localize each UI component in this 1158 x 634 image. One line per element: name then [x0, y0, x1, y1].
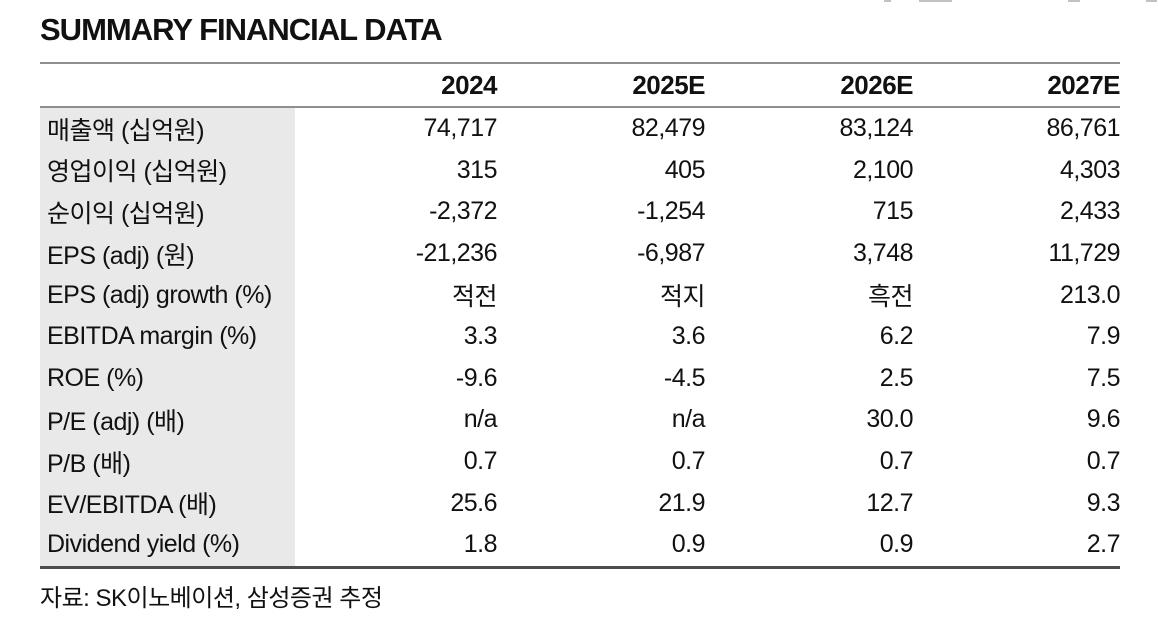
value-cell: 7.9: [1086, 322, 1121, 351]
value-cell: 30.0: [866, 405, 913, 434]
metric-label: P/B (배): [40, 440, 295, 483]
value-cell: 6.2: [879, 322, 914, 351]
metric-label: ROE (%): [40, 357, 295, 400]
value-cell: 적전: [451, 283, 498, 312]
value-cell: 0.9: [497, 523, 706, 569]
table-row-ev-ebitda: EV/EBITDA (배) 25.6 21.9 12.7 9.3: [40, 482, 1121, 524]
value-cell: 86,761: [1046, 114, 1121, 143]
value-cell: 213.0: [1059, 280, 1121, 309]
value-cell: 9.6: [1086, 405, 1121, 434]
value-cell: 3.6: [671, 322, 706, 351]
metric-label: 순이익 (십억원): [40, 191, 295, 233]
table-header-row: 2024 2025E 2026E 2027E: [40, 62, 1121, 108]
header-year-2024: 2024: [295, 62, 498, 108]
table-row-eps-adj: EPS (adj) (원) -21,236 -6,987 3,748 11,72…: [40, 232, 1121, 275]
header-metric-col: [40, 62, 295, 108]
value-cell: 0.7: [879, 447, 914, 476]
value-cell: 2,433: [1059, 197, 1121, 226]
clipped-text-remnant: [919, 0, 952, 2]
metric-label: EV/EBITDA (배): [40, 482, 295, 524]
table-row-operating-profit: 영업이익 (십억원) 315 405 2,100 4,303: [40, 149, 1121, 192]
header-year-2027e: 2027E: [913, 62, 1121, 108]
table-row-revenue: 매출액 (십억원) 74,717 82,479 83,124 86,761: [40, 107, 1121, 150]
table-row-net-profit: 순이익 (십억원) -2,372 -1,254 715 2,433: [40, 191, 1121, 233]
table-row-roe: ROE (%) -9.6 -4.5 2.5 7.5: [40, 357, 1121, 400]
value-cell: 83,124: [839, 114, 914, 143]
value-cell: 2.5: [879, 363, 914, 392]
page-title: SUMMARY FINANCIAL DATA: [40, 12, 443, 47]
value-cell: 12.7: [866, 488, 913, 517]
metric-label: EBITDA margin (%): [40, 315, 295, 358]
value-cell: 3.3: [463, 322, 498, 351]
summary-financial-table: 2024 2025E 2026E 2027E 매출액 (십억원) 74,717 …: [40, 62, 1121, 569]
table-row-dividend-yield: Dividend yield (%) 1.8 0.9 0.9 2.7: [40, 523, 1121, 569]
metric-label: 매출액 (십억원): [40, 107, 295, 150]
value-cell: 0.9: [705, 523, 914, 569]
value-cell: 적지: [659, 283, 706, 312]
value-cell: 0.7: [671, 447, 706, 476]
clipped-text-remnant: [1068, 0, 1080, 2]
value-cell: 405: [664, 155, 706, 184]
value-cell: 3,748: [852, 239, 914, 268]
value-cell: 2.7: [913, 523, 1121, 569]
table-row-pb: P/B (배) 0.7 0.7 0.7 0.7: [40, 440, 1121, 483]
value-cell: n/a: [463, 405, 498, 434]
value-cell: 4,303: [1059, 155, 1121, 184]
value-cell: 2,100: [852, 155, 914, 184]
value-cell: 82,479: [631, 114, 706, 143]
value-cell: 0.7: [1086, 447, 1121, 476]
value-cell: 25.6: [450, 488, 497, 517]
value-cell: 21.9: [658, 488, 705, 517]
table-row-pe-adj: P/E (adj) (배) n/a n/a 30.0 9.6: [40, 399, 1121, 441]
header-year-2026e: 2026E: [705, 62, 914, 108]
clipped-text-remnant: [1146, 0, 1157, 2]
value-cell: 흑전: [867, 283, 914, 312]
header-year-2025e: 2025E: [497, 62, 706, 108]
value-cell: 74,717: [423, 114, 498, 143]
value-cell: -1,254: [637, 197, 705, 226]
value-cell: 1.8: [295, 523, 498, 569]
value-cell: -6,987: [637, 239, 705, 268]
metric-label: EPS (adj) (원): [40, 232, 295, 275]
value-cell: 7.5: [1086, 363, 1121, 392]
value-cell: 11,729: [1048, 239, 1120, 268]
value-cell: 315: [456, 155, 498, 184]
table-row-ebitda-margin: EBITDA margin (%) 3.3 3.6 6.2 7.9: [40, 315, 1121, 358]
value-cell: n/a: [671, 405, 706, 434]
metric-label: Dividend yield (%): [40, 523, 295, 569]
metric-label: P/E (adj) (배): [40, 399, 295, 441]
source-note: 자료: SK이노베이션, 삼성증권 추정: [40, 585, 383, 612]
metric-label: EPS (adj) growth (%): [40, 274, 295, 316]
value-cell: 9.3: [1086, 488, 1121, 517]
value-cell: -2,372: [429, 197, 497, 226]
clipped-text-remnant: [884, 0, 891, 2]
value-cell: -4.5: [663, 363, 706, 392]
metric-label: 영업이익 (십억원): [40, 149, 295, 192]
table-row-eps-adj-growth: EPS (adj) growth (%) 적전 적지 흑전 213.0: [40, 274, 1121, 316]
value-cell: -21,236: [415, 239, 498, 268]
value-cell: 0.7: [463, 447, 498, 476]
value-cell: 715: [872, 197, 914, 226]
value-cell: -9.6: [455, 363, 498, 392]
